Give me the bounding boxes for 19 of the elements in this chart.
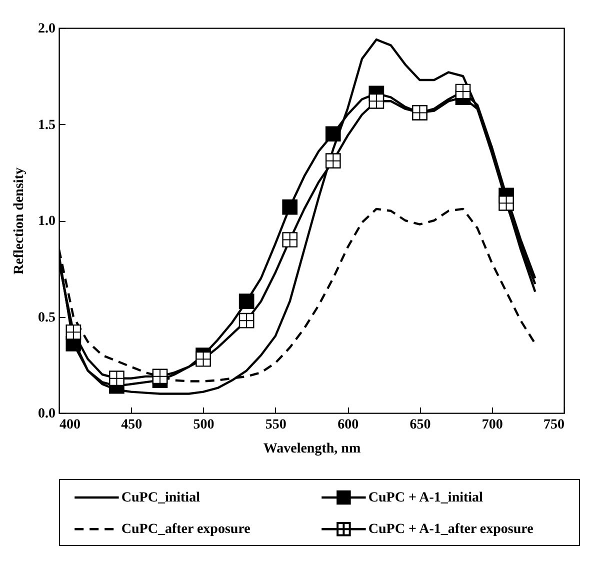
y-tick-label: 2.0 <box>38 22 56 36</box>
y-tick-label: 1.0 <box>38 214 56 229</box>
y-tick-label: 0.0 <box>38 406 56 422</box>
x-tick-label: 700 <box>482 418 503 432</box>
x-tick-label: 550 <box>265 418 286 432</box>
x-tick-label: 600 <box>338 418 359 432</box>
legend-label: CuPC_after exposure <box>121 522 250 538</box>
y-tick-label: 1.5 <box>38 118 56 133</box>
x-tick-label: 400 <box>60 418 80 432</box>
y-axis-title: Reflection density <box>12 168 27 274</box>
y-tick-label: 0.5 <box>38 310 56 326</box>
x-tick-label: 450 <box>121 418 142 432</box>
x-tick-label: 500 <box>193 418 214 432</box>
x-axis-title: Wavelength, nm <box>263 442 361 456</box>
legend-label: CuPC + A-1_after exposure <box>368 522 534 538</box>
legend-label: CuPC_initial <box>121 490 200 506</box>
x-tick-label: 650 <box>410 418 431 432</box>
x-tick-label: 750 <box>544 418 564 432</box>
legend-label: CuPC + A-1_initial <box>368 490 484 506</box>
